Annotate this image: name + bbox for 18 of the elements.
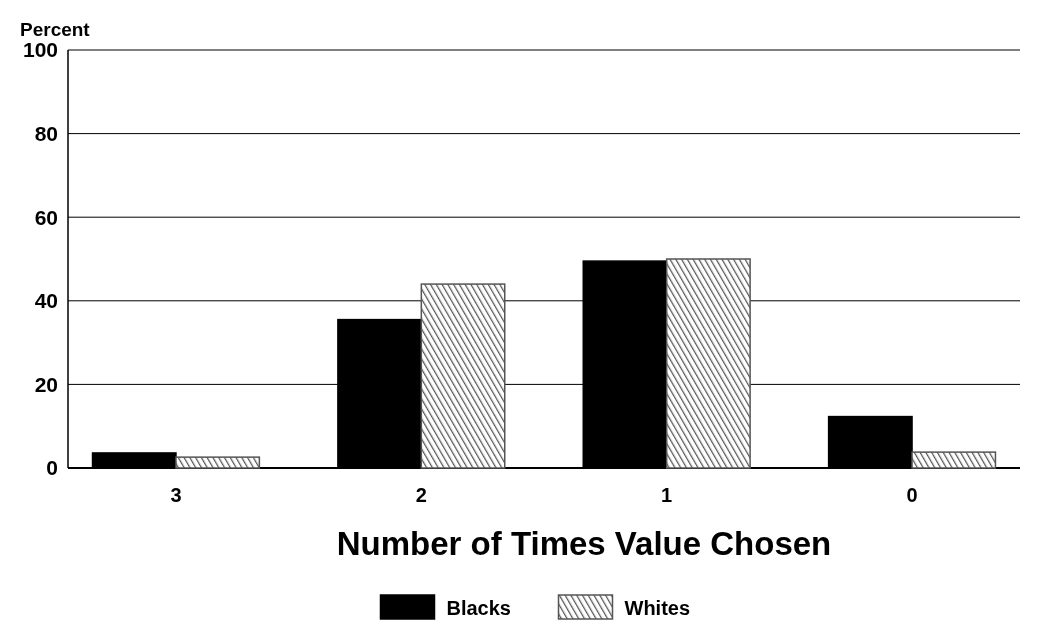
y-axis-title: Percent bbox=[20, 19, 91, 40]
legend-label: Whites bbox=[624, 597, 691, 619]
bar bbox=[911, 451, 997, 469]
y-tick-label: 40 bbox=[34, 289, 58, 313]
bar bbox=[665, 258, 751, 469]
y-tick-label: 80 bbox=[34, 121, 58, 145]
bar bbox=[420, 283, 506, 469]
y-tick-label: 20 bbox=[34, 372, 58, 396]
y-tick-label: 0 bbox=[46, 456, 58, 480]
x-tick-label: 0 bbox=[906, 484, 918, 506]
x-tick-label: 1 bbox=[661, 484, 673, 506]
x-tick-label: 2 bbox=[415, 484, 427, 506]
x-axis-title: Number of Times Value Chosen bbox=[336, 525, 832, 562]
y-tick-label: 100 bbox=[22, 38, 58, 62]
x-tick-label: 3 bbox=[170, 484, 182, 506]
bar bbox=[175, 456, 261, 469]
legend-label: Blacks bbox=[446, 597, 511, 619]
y-tick-label: 60 bbox=[34, 205, 58, 229]
